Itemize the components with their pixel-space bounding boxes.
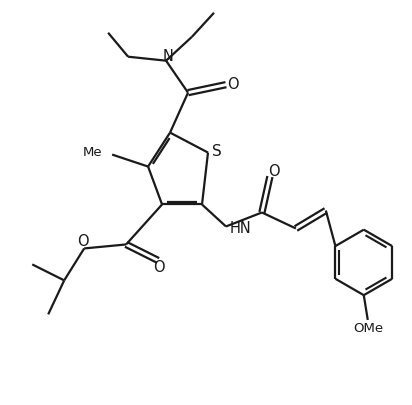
Text: S: S (212, 144, 222, 159)
Text: HN: HN (230, 221, 252, 236)
Text: OMe: OMe (353, 322, 384, 335)
Text: O: O (227, 77, 239, 92)
Text: O: O (77, 234, 89, 249)
Text: N: N (163, 49, 173, 64)
Text: O: O (153, 260, 165, 275)
Text: Me: Me (82, 146, 102, 159)
Text: O: O (268, 164, 280, 179)
